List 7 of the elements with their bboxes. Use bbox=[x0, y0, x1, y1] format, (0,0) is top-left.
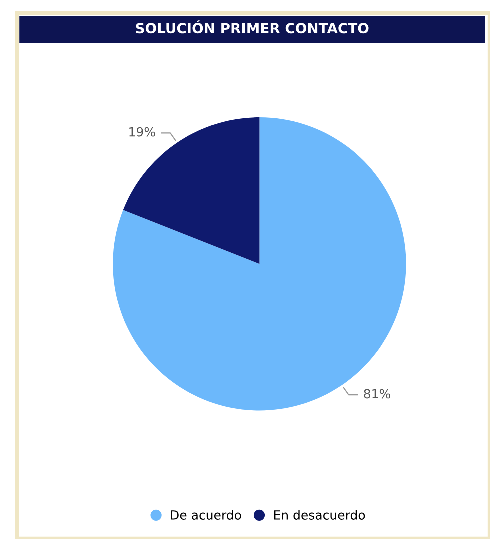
legend-label: En desacuerdo bbox=[274, 510, 366, 520]
data-label: 81% bbox=[364, 389, 390, 399]
pie-slice bbox=[113, 118, 406, 411]
pie-slice bbox=[123, 118, 260, 264]
data-label: 19% bbox=[130, 127, 156, 137]
chart-title: SOLUCIÓN PRIMER CONTACTO bbox=[136, 20, 369, 34]
legend-label: De acuerdo bbox=[171, 510, 242, 520]
